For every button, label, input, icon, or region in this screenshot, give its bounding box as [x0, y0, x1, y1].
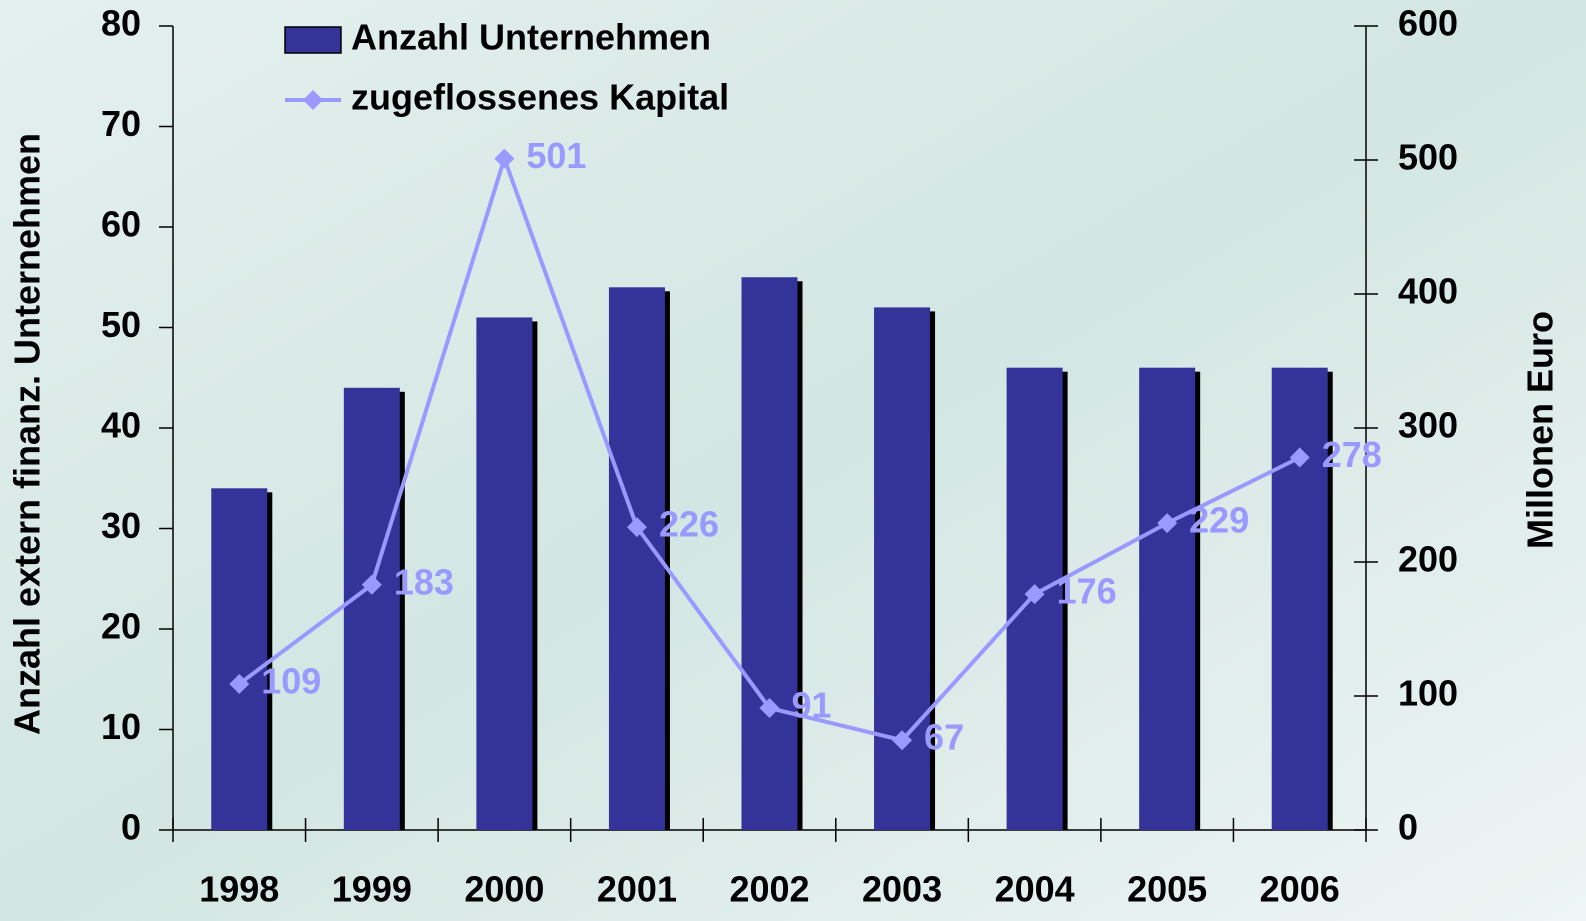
y-tick-label: 50 — [101, 304, 141, 345]
data-label: 176 — [1057, 571, 1117, 612]
y-tick-label: 70 — [101, 103, 141, 144]
marker — [361, 574, 382, 595]
bar — [476, 317, 533, 830]
data-label: 109 — [261, 660, 321, 701]
legend-marker — [303, 90, 323, 110]
y-tick-label: 20 — [101, 606, 141, 647]
data-label: 226 — [659, 504, 719, 545]
marker — [229, 673, 250, 694]
bar — [741, 277, 798, 830]
bar — [874, 307, 931, 830]
x-tick-label: 2001 — [597, 869, 677, 910]
marker — [1289, 447, 1310, 468]
data-label: 229 — [1189, 500, 1249, 541]
x-tick-label: 2002 — [729, 869, 809, 910]
bar — [1271, 367, 1328, 830]
marker — [759, 698, 780, 719]
bar — [1139, 367, 1196, 830]
legend-swatch — [284, 26, 342, 54]
y-tick-label: 30 — [101, 505, 141, 546]
x-tick-label: 1999 — [332, 869, 412, 910]
bar — [211, 488, 268, 830]
y-tick-label: 40 — [101, 405, 141, 446]
y-tick-label: 80 — [101, 3, 141, 44]
x-tick-label: 2004 — [995, 869, 1075, 910]
y-tick-label: 0 — [121, 807, 141, 848]
marker — [1024, 584, 1045, 605]
legend-label: Anzahl Unternehmen — [351, 17, 711, 58]
bar — [343, 387, 400, 830]
data-label: 278 — [1322, 434, 1382, 475]
x-tick-label: 2006 — [1260, 869, 1340, 910]
y2-tick-label: 0 — [1398, 807, 1418, 848]
bar — [608, 287, 665, 830]
y2-tick-label: 200 — [1398, 539, 1458, 580]
data-label: 67 — [924, 717, 964, 758]
y-axis-title: Anzahl extern finanz. Unternehmen — [7, 133, 48, 735]
marker — [494, 148, 515, 169]
marker — [892, 730, 913, 751]
y-tick-label: 10 — [101, 706, 141, 747]
y2-tick-label: 300 — [1398, 405, 1458, 446]
data-label: 91 — [792, 685, 832, 726]
x-tick-label: 2000 — [464, 869, 544, 910]
y2-tick-label: 500 — [1398, 137, 1458, 178]
y2-tick-label: 600 — [1398, 3, 1458, 44]
data-label: 501 — [526, 135, 586, 176]
y2-tick-label: 400 — [1398, 271, 1458, 312]
x-tick-label: 2005 — [1127, 869, 1207, 910]
y2-axis-title: Millonen Euro — [1520, 311, 1561, 549]
y2-tick-label: 100 — [1398, 673, 1458, 714]
data-label: 183 — [394, 561, 454, 602]
y-tick-label: 60 — [101, 204, 141, 245]
x-tick-label: 1998 — [199, 869, 279, 910]
legend-label: zugeflossenes Kapital — [351, 77, 729, 118]
marker — [626, 517, 647, 538]
marker — [1157, 513, 1178, 534]
x-tick-label: 2003 — [862, 869, 942, 910]
